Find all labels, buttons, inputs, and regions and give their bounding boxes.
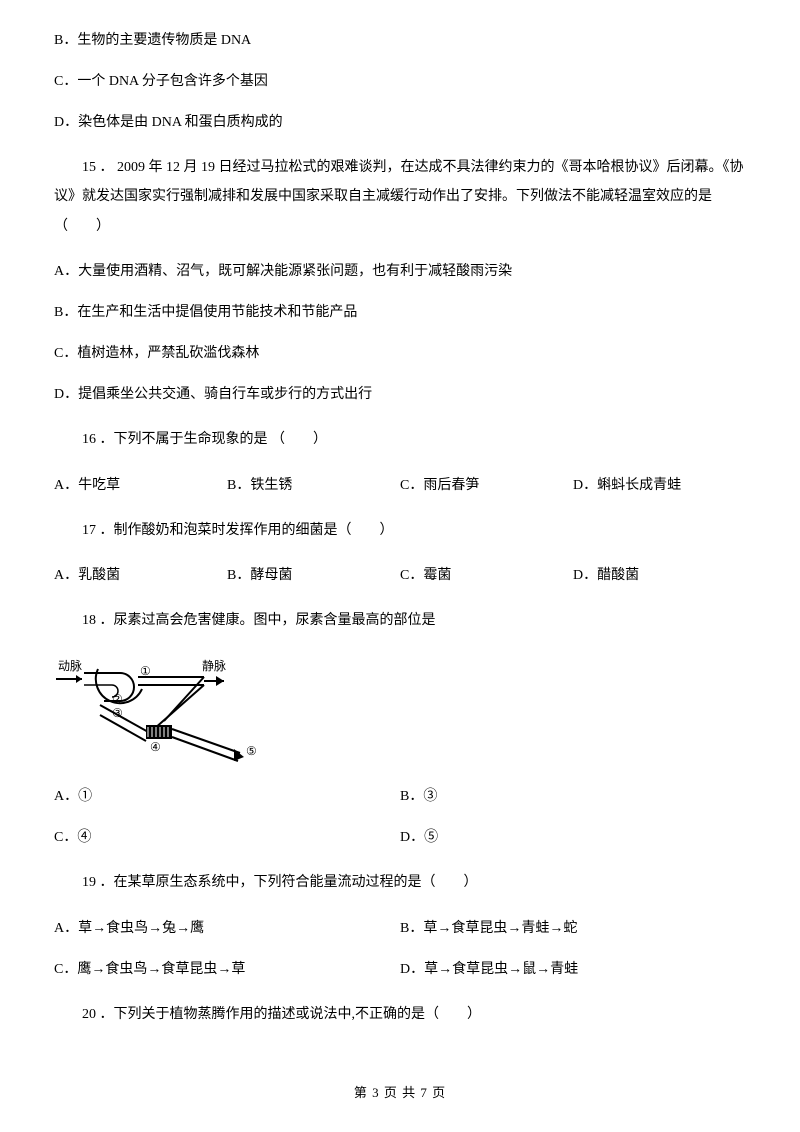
fig-label-artery: 动脉 xyxy=(58,658,82,673)
q15-stem: 15 ． 2009 年 12 月 19 日经过马拉松式的艰难谈判，在达成不具法律… xyxy=(54,153,746,241)
q14-option-d: D．染色体是由 DNA 和蛋白质构成的 xyxy=(54,112,746,133)
q19-option-a: A．草→食虫鸟→兔→鹰 xyxy=(54,918,400,939)
q16-option-a: A．牛吃草 xyxy=(54,475,227,496)
q14-option-b: B．生物的主要遗传物质是 DNA xyxy=(54,30,746,51)
q18-option-b: B．③ xyxy=(400,786,746,807)
q18-stem: 18 ．尿素过高会危害健康。图中，尿素含量最高的部位是 xyxy=(54,606,746,635)
q16-options: A．牛吃草 B．铁生锈 C．雨后春笋 D．蝌蚪长成青蛙 xyxy=(54,475,746,496)
q18-option-c: C．④ xyxy=(54,827,400,848)
fig-circ-2: ② xyxy=(112,692,123,706)
q17-option-d: D．醋酸菌 xyxy=(573,565,746,586)
q18-options-row2: C．④ D．⑤ xyxy=(54,827,746,848)
page-footer: 第 3 页 共 7 页 xyxy=(54,1083,746,1103)
q19-option-b: B．草→食草昆虫→青蛙→蛇 xyxy=(400,918,746,939)
q19-options-row2: C．鹰→食虫鸟→食草昆虫→草 D．草→食草昆虫→鼠→青蛙 xyxy=(54,959,746,980)
q16-option-b: B．铁生锈 xyxy=(227,475,400,496)
q15-option-a: A．大量使用酒精、沼气，既可解决能源紧张问题，也有利于减轻酸雨污染 xyxy=(54,261,746,282)
fig-circ-3: ③ xyxy=(112,706,123,720)
q17-option-c: C．霉菌 xyxy=(400,565,573,586)
q18-options-row1: A．① B．③ xyxy=(54,786,746,807)
q16-option-c: C．雨后春笋 xyxy=(400,475,573,496)
fig-circ-1: ① xyxy=(140,664,151,678)
q15-option-b: B．在生产和生活中提倡使用节能技术和节能产品 xyxy=(54,302,746,323)
q19-option-c: C．鹰→食虫鸟→食草昆虫→草 xyxy=(54,959,400,980)
q18-figure: 动脉 静脉 ① ② ③ ④ ⑤ xyxy=(54,655,746,770)
q18-option-a: A．① xyxy=(54,786,400,807)
q14-option-c: C．一个 DNA 分子包含许多个基因 xyxy=(54,71,746,92)
q19-option-d: D．草→食草昆虫→鼠→青蛙 xyxy=(400,959,746,980)
q17-options: A．乳酸菌 B．酵母菌 C．霉菌 D．醋酸菌 xyxy=(54,565,746,586)
fig-label-vein: 静脉 xyxy=(202,658,226,673)
page-content: B．生物的主要遗传物质是 DNA C．一个 DNA 分子包含许多个基因 D．染色… xyxy=(0,0,800,1123)
q18-option-d: D．⑤ xyxy=(400,827,746,848)
q15-option-d: D．提倡乘坐公共交通、骑自行车或步行的方式出行 xyxy=(54,384,746,405)
q16-stem: 16 ．下列不属于生命现象的是 （ ） xyxy=(54,425,746,454)
nephron-diagram-icon: 动脉 静脉 ① ② ③ ④ ⑤ xyxy=(54,655,294,770)
q17-option-a: A．乳酸菌 xyxy=(54,565,227,586)
q19-stem: 19 ．在某草原生态系统中，下列符合能量流动过程的是（ ） xyxy=(54,868,746,897)
fig-circ-4: ④ xyxy=(150,740,161,754)
q17-stem: 17 ．制作酸奶和泡菜时发挥作用的细菌是（ ） xyxy=(54,516,746,545)
q15-option-c: C．植树造林，严禁乱砍滥伐森林 xyxy=(54,343,746,364)
q19-options-row1: A．草→食虫鸟→兔→鹰 B．草→食草昆虫→青蛙→蛇 xyxy=(54,918,746,939)
q20-stem: 20 ．下列关于植物蒸腾作用的描述或说法中,不正确的是（ ） xyxy=(54,1000,746,1029)
fig-circ-5: ⑤ xyxy=(246,744,257,758)
q16-option-d: D．蝌蚪长成青蛙 xyxy=(573,475,746,496)
q17-option-b: B．酵母菌 xyxy=(227,565,400,586)
